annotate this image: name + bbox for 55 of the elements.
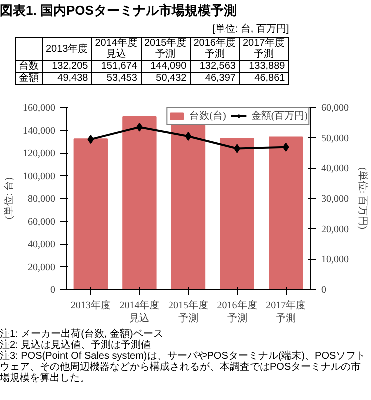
x-tick-label: 2013年度 xyxy=(70,300,111,312)
bar xyxy=(269,136,304,290)
bar xyxy=(74,138,108,290)
y2-tick-label: 60,000 xyxy=(322,103,349,114)
x-tick-label: 2015年度予測 xyxy=(168,300,208,325)
y-tick-label: 140,000 xyxy=(23,126,56,137)
y-tick-label: 100,000 xyxy=(23,171,56,182)
category-label: 2014年度見込 xyxy=(95,38,138,60)
y-tick-label: 120,000 xyxy=(23,148,56,160)
text: 注1: メーカー出荷(台数, 金額)ベース xyxy=(0,329,164,340)
data-label: 151,674 xyxy=(92,60,141,73)
data-label: 46,861 xyxy=(240,72,289,85)
y2-tick-label: 0 xyxy=(322,285,326,296)
category-label: 2017年度予測 xyxy=(243,38,286,60)
text: 注2: 見込は見込値、予測は予測値 xyxy=(0,340,152,351)
legend-label: 台数(台) xyxy=(190,110,226,123)
y-tick-label: 60,000 xyxy=(28,216,56,228)
bar xyxy=(122,116,157,290)
data-label: 132,563 xyxy=(190,60,240,73)
y2-axis-title: (単位: 百万円) xyxy=(357,168,369,230)
point xyxy=(185,132,192,142)
bar xyxy=(220,138,254,290)
bar xyxy=(171,125,206,290)
y-tick-label: 160,000 xyxy=(23,103,56,114)
data-label: 53,453 xyxy=(92,72,141,85)
category-label: 2013年度 xyxy=(46,44,88,55)
data-label: 132,205 xyxy=(42,60,92,73)
data-label: 49,438 xyxy=(42,72,92,85)
x-tick-label: 2016年度予測 xyxy=(217,300,258,325)
x-tick-label: 2017年度予測 xyxy=(266,300,306,325)
text: 金額 xyxy=(16,72,42,85)
point xyxy=(88,135,94,144)
chart-title: 図表1. 国内POSターミナル市場規模予測 xyxy=(0,2,237,20)
y2-tick-label: 10,000 xyxy=(322,254,349,266)
y-tick-label: 80,000 xyxy=(28,194,56,205)
data-label: 144,090 xyxy=(141,60,190,73)
category-label: 2016年度予測 xyxy=(194,38,236,60)
y2-tick-label: 20,000 xyxy=(322,224,349,236)
legend-label: 金額(百万円) xyxy=(251,110,308,123)
category-label: 2015年度予測 xyxy=(144,38,187,60)
y2-tick-label: 30,000 xyxy=(322,194,349,205)
y-tick-label: 40,000 xyxy=(28,240,56,250)
data-label: 46,397 xyxy=(190,72,240,85)
y2-tick-label: 50,000 xyxy=(322,133,349,144)
point xyxy=(282,142,290,152)
data-label: 50,432 xyxy=(141,72,190,85)
y2-tick-label: 40,000 xyxy=(322,164,349,175)
y-axis-title: (単位: 台) xyxy=(3,178,15,220)
text: 注3: POS(Point Of Sales system)は、サーバやPOSターミナル(端末)、POSソフトウェア、その他周辺機器などから構成されるが、本調査ではPOSターミナルの市場規模を算出した。 xyxy=(0,351,366,384)
text: [単位: 台, 百万円] xyxy=(212,23,290,37)
text: 台数 xyxy=(16,60,42,73)
x-tick-label: 2014年度見込 xyxy=(120,300,160,325)
y-tick-label: 20,000 xyxy=(28,262,56,274)
y-tick-label: 0 xyxy=(50,285,56,296)
data-label: 133,889 xyxy=(240,60,289,73)
